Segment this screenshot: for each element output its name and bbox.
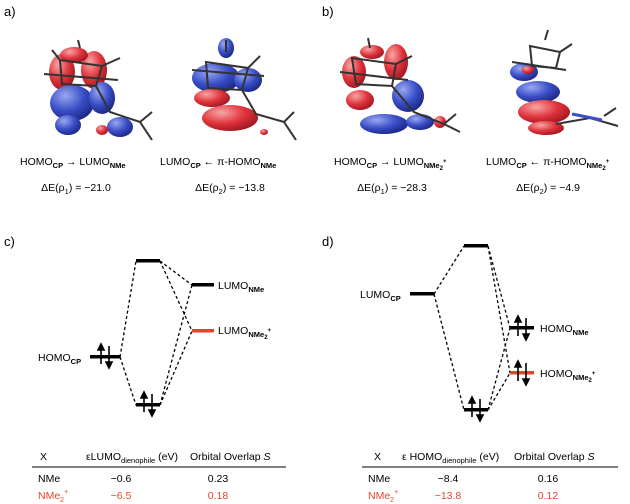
mo-diagram-d: LUMOCP HOMONMe HOMONMe2+ bbox=[360, 244, 596, 423]
electron-pair-c2 bbox=[139, 390, 157, 418]
level-d-antibonding bbox=[464, 244, 488, 248]
table-c-header-overlap: Orbital Overlap S bbox=[190, 451, 271, 463]
electron-pair-d1 bbox=[513, 314, 531, 342]
level-c-antibonding bbox=[136, 259, 160, 263]
label-d-homo-nme: HOMONMe bbox=[540, 323, 589, 337]
panel-label-d: d) bbox=[322, 234, 334, 249]
level-d-homo-nme bbox=[510, 326, 534, 330]
table-c-row1-e: −0.6 bbox=[111, 473, 132, 485]
caption-b1: HOMOCP → LUMONMe2+ bbox=[334, 156, 447, 172]
table-d-row1-s: 0.16 bbox=[538, 473, 559, 485]
energy-b2: ΔE(ρ2) = −4.9 bbox=[516, 182, 580, 196]
panel-label-a: a) bbox=[4, 4, 16, 19]
level-c-bonding bbox=[136, 403, 160, 407]
correlation-lines-c bbox=[119, 260, 193, 406]
table-d: X ε HOMOdienophile (eV) Orbital Overlap … bbox=[362, 451, 618, 504]
orbital-image-a2 bbox=[191, 38, 297, 141]
table-d-header-energy: ε HOMOdienophile (eV) bbox=[402, 451, 499, 465]
level-c-lumo-nme2 bbox=[192, 329, 214, 333]
caption-a1: HOMOCP → LUMONMe bbox=[20, 156, 126, 170]
level-c-lumo-nme bbox=[192, 283, 214, 287]
caption-b2: LUMOCP ← π-HOMONMe2+ bbox=[486, 156, 610, 172]
orbital-image-b2 bbox=[510, 29, 619, 135]
level-c-homo-cp bbox=[90, 355, 120, 359]
table-c-header-x: X bbox=[40, 451, 47, 463]
table-d-row2-x: NMe2+ bbox=[368, 489, 398, 504]
table-d-row2-e: −13.8 bbox=[435, 490, 462, 502]
energy-b1: ΔE(ρ1) = −28.3 bbox=[357, 182, 427, 196]
table-c-row1-x: NMe bbox=[38, 473, 60, 485]
electron-pair-d2 bbox=[513, 359, 531, 387]
panel-label-c: c) bbox=[4, 234, 15, 249]
panel-label-b: b) bbox=[322, 4, 334, 19]
table-c-row2-s: 0.18 bbox=[208, 490, 229, 502]
table-c-row1-s: 0.23 bbox=[208, 473, 229, 485]
label-c-lumo-nme2: LUMONMe2+ bbox=[218, 325, 272, 341]
table-d-header-overlap: Orbital Overlap S bbox=[514, 451, 595, 463]
table-d-row1-x: NMe bbox=[368, 473, 390, 485]
table-c-row2-x: NMe2+ bbox=[38, 489, 68, 504]
energy-a1: ΔE(ρ1) = −21.0 bbox=[41, 182, 111, 196]
table-c-row2-e: −6.5 bbox=[111, 490, 132, 502]
electron-pair-d3 bbox=[467, 395, 485, 423]
level-d-homo-nme2 bbox=[510, 371, 534, 375]
caption-a2: LUMOCP ← π-HOMONMe bbox=[160, 156, 276, 170]
orbital-image-b1 bbox=[339, 37, 461, 134]
mo-diagram-c: LUMONMe LUMONMe2+ HOMOCP bbox=[38, 259, 272, 418]
table-d-header-x: X bbox=[374, 451, 381, 463]
level-d-lumo-cp bbox=[410, 292, 434, 296]
level-d-bonding bbox=[464, 408, 488, 412]
table-c-header-energy: εLUMOdienophile (eV) bbox=[86, 451, 178, 465]
label-c-homo-cp: HOMOCP bbox=[38, 352, 81, 366]
table-c: X εLUMOdienophile (eV) Orbital Overlap S… bbox=[32, 451, 286, 504]
label-d-lumo-cp: LUMOCP bbox=[360, 289, 401, 303]
table-d-row1-e: −8.4 bbox=[438, 473, 459, 485]
table-d-row2-s: 0.12 bbox=[538, 490, 559, 502]
label-d-homo-nme2: HOMONMe2+ bbox=[540, 368, 596, 384]
energy-a2: ΔE(ρ2) = −13.8 bbox=[195, 182, 265, 196]
electron-pair-c1 bbox=[96, 342, 114, 370]
orbital-image-a1 bbox=[43, 39, 153, 141]
label-c-lumo-nme: LUMONMe bbox=[218, 280, 264, 294]
correlation-lines-d bbox=[433, 245, 511, 411]
